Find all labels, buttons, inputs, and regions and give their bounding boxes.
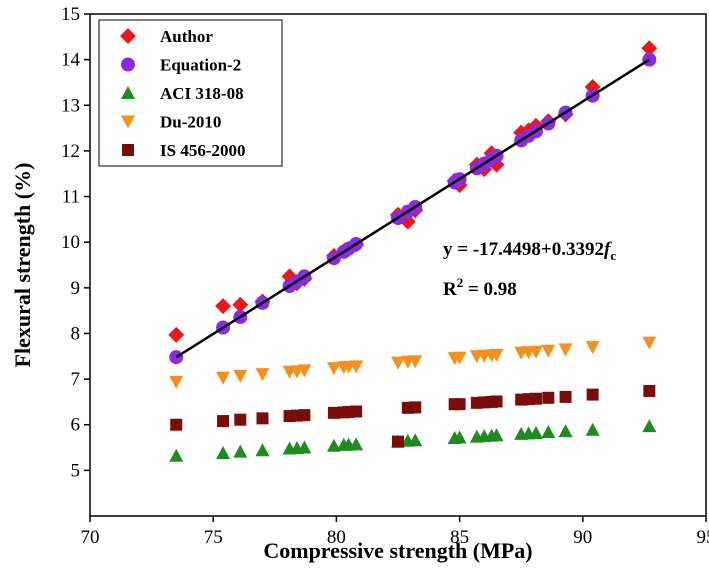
- legend-label: Equation-2: [160, 56, 241, 75]
- marker: [560, 391, 572, 403]
- marker: [169, 376, 183, 389]
- marker: [643, 385, 655, 397]
- marker: [255, 443, 269, 456]
- r2-rest: = 0.98: [463, 279, 517, 300]
- marker: [586, 341, 600, 354]
- y-tick-label: 13: [61, 95, 80, 116]
- equation: y = -17.4498+0.3392fc: [443, 239, 616, 263]
- marker: [216, 372, 230, 385]
- r-squared: R2 = 0.98: [443, 275, 517, 300]
- legend-label: Du-2010: [160, 113, 221, 132]
- x-tick-label: 95: [697, 527, 709, 548]
- marker: [217, 415, 229, 427]
- legend-label: IS 456-2000: [160, 141, 245, 160]
- y-tick-label: 9: [71, 278, 81, 299]
- marker: [256, 412, 268, 424]
- marker: [530, 393, 542, 405]
- x-axis-label: Compressive strength (MPa): [263, 538, 532, 563]
- marker: [255, 368, 269, 381]
- marker: [298, 409, 310, 421]
- marker: [586, 423, 600, 436]
- x-tick-label: 70: [81, 527, 100, 548]
- marker: [392, 436, 404, 448]
- marker: [491, 395, 503, 407]
- marker: [234, 414, 246, 426]
- y-axis-label: Flexural strength (%): [10, 163, 35, 368]
- legend-marker: [122, 144, 134, 156]
- y-tick-label: 7: [71, 369, 81, 390]
- marker: [642, 337, 656, 350]
- series-3: [169, 337, 656, 389]
- marker: [587, 389, 599, 401]
- y-tick-label: 12: [61, 141, 80, 162]
- marker: [233, 370, 247, 383]
- x-tick-label: 85: [450, 527, 469, 548]
- equation-sub: c: [610, 248, 616, 263]
- y-tick-label: 10: [61, 232, 80, 253]
- marker: [541, 345, 555, 358]
- y-tick-label: 5: [71, 460, 81, 481]
- equation-text: y = -17.4498+0.3392: [443, 239, 604, 260]
- y-tick-label: 6: [71, 415, 81, 436]
- y-tick-label: 14: [61, 50, 81, 71]
- y-tick-label: 15: [61, 4, 80, 25]
- marker: [233, 445, 247, 458]
- marker: [409, 401, 421, 413]
- x-tick-label: 80: [327, 527, 346, 548]
- marker: [642, 419, 656, 432]
- legend-marker: [121, 58, 135, 72]
- marker: [170, 419, 182, 431]
- marker: [559, 424, 573, 437]
- marker: [350, 405, 362, 417]
- marker: [454, 398, 466, 410]
- x-tick-label: 75: [204, 527, 223, 548]
- legend: Author Equation-2 ACI 318-08 Du-2010 IS 456-…: [99, 20, 282, 166]
- y-tick-label: 8: [71, 323, 81, 344]
- marker: [168, 327, 184, 343]
- x-tick-label: 90: [573, 527, 592, 548]
- legend-label: Author: [160, 27, 213, 46]
- marker: [559, 343, 573, 356]
- r2-text: R: [443, 279, 457, 300]
- marker: [216, 446, 230, 459]
- marker: [542, 392, 554, 404]
- legend-label: ACI 318-08: [160, 84, 244, 103]
- y-tick-label: 11: [62, 187, 80, 208]
- marker: [541, 425, 555, 438]
- marker: [169, 449, 183, 462]
- marker: [215, 298, 231, 314]
